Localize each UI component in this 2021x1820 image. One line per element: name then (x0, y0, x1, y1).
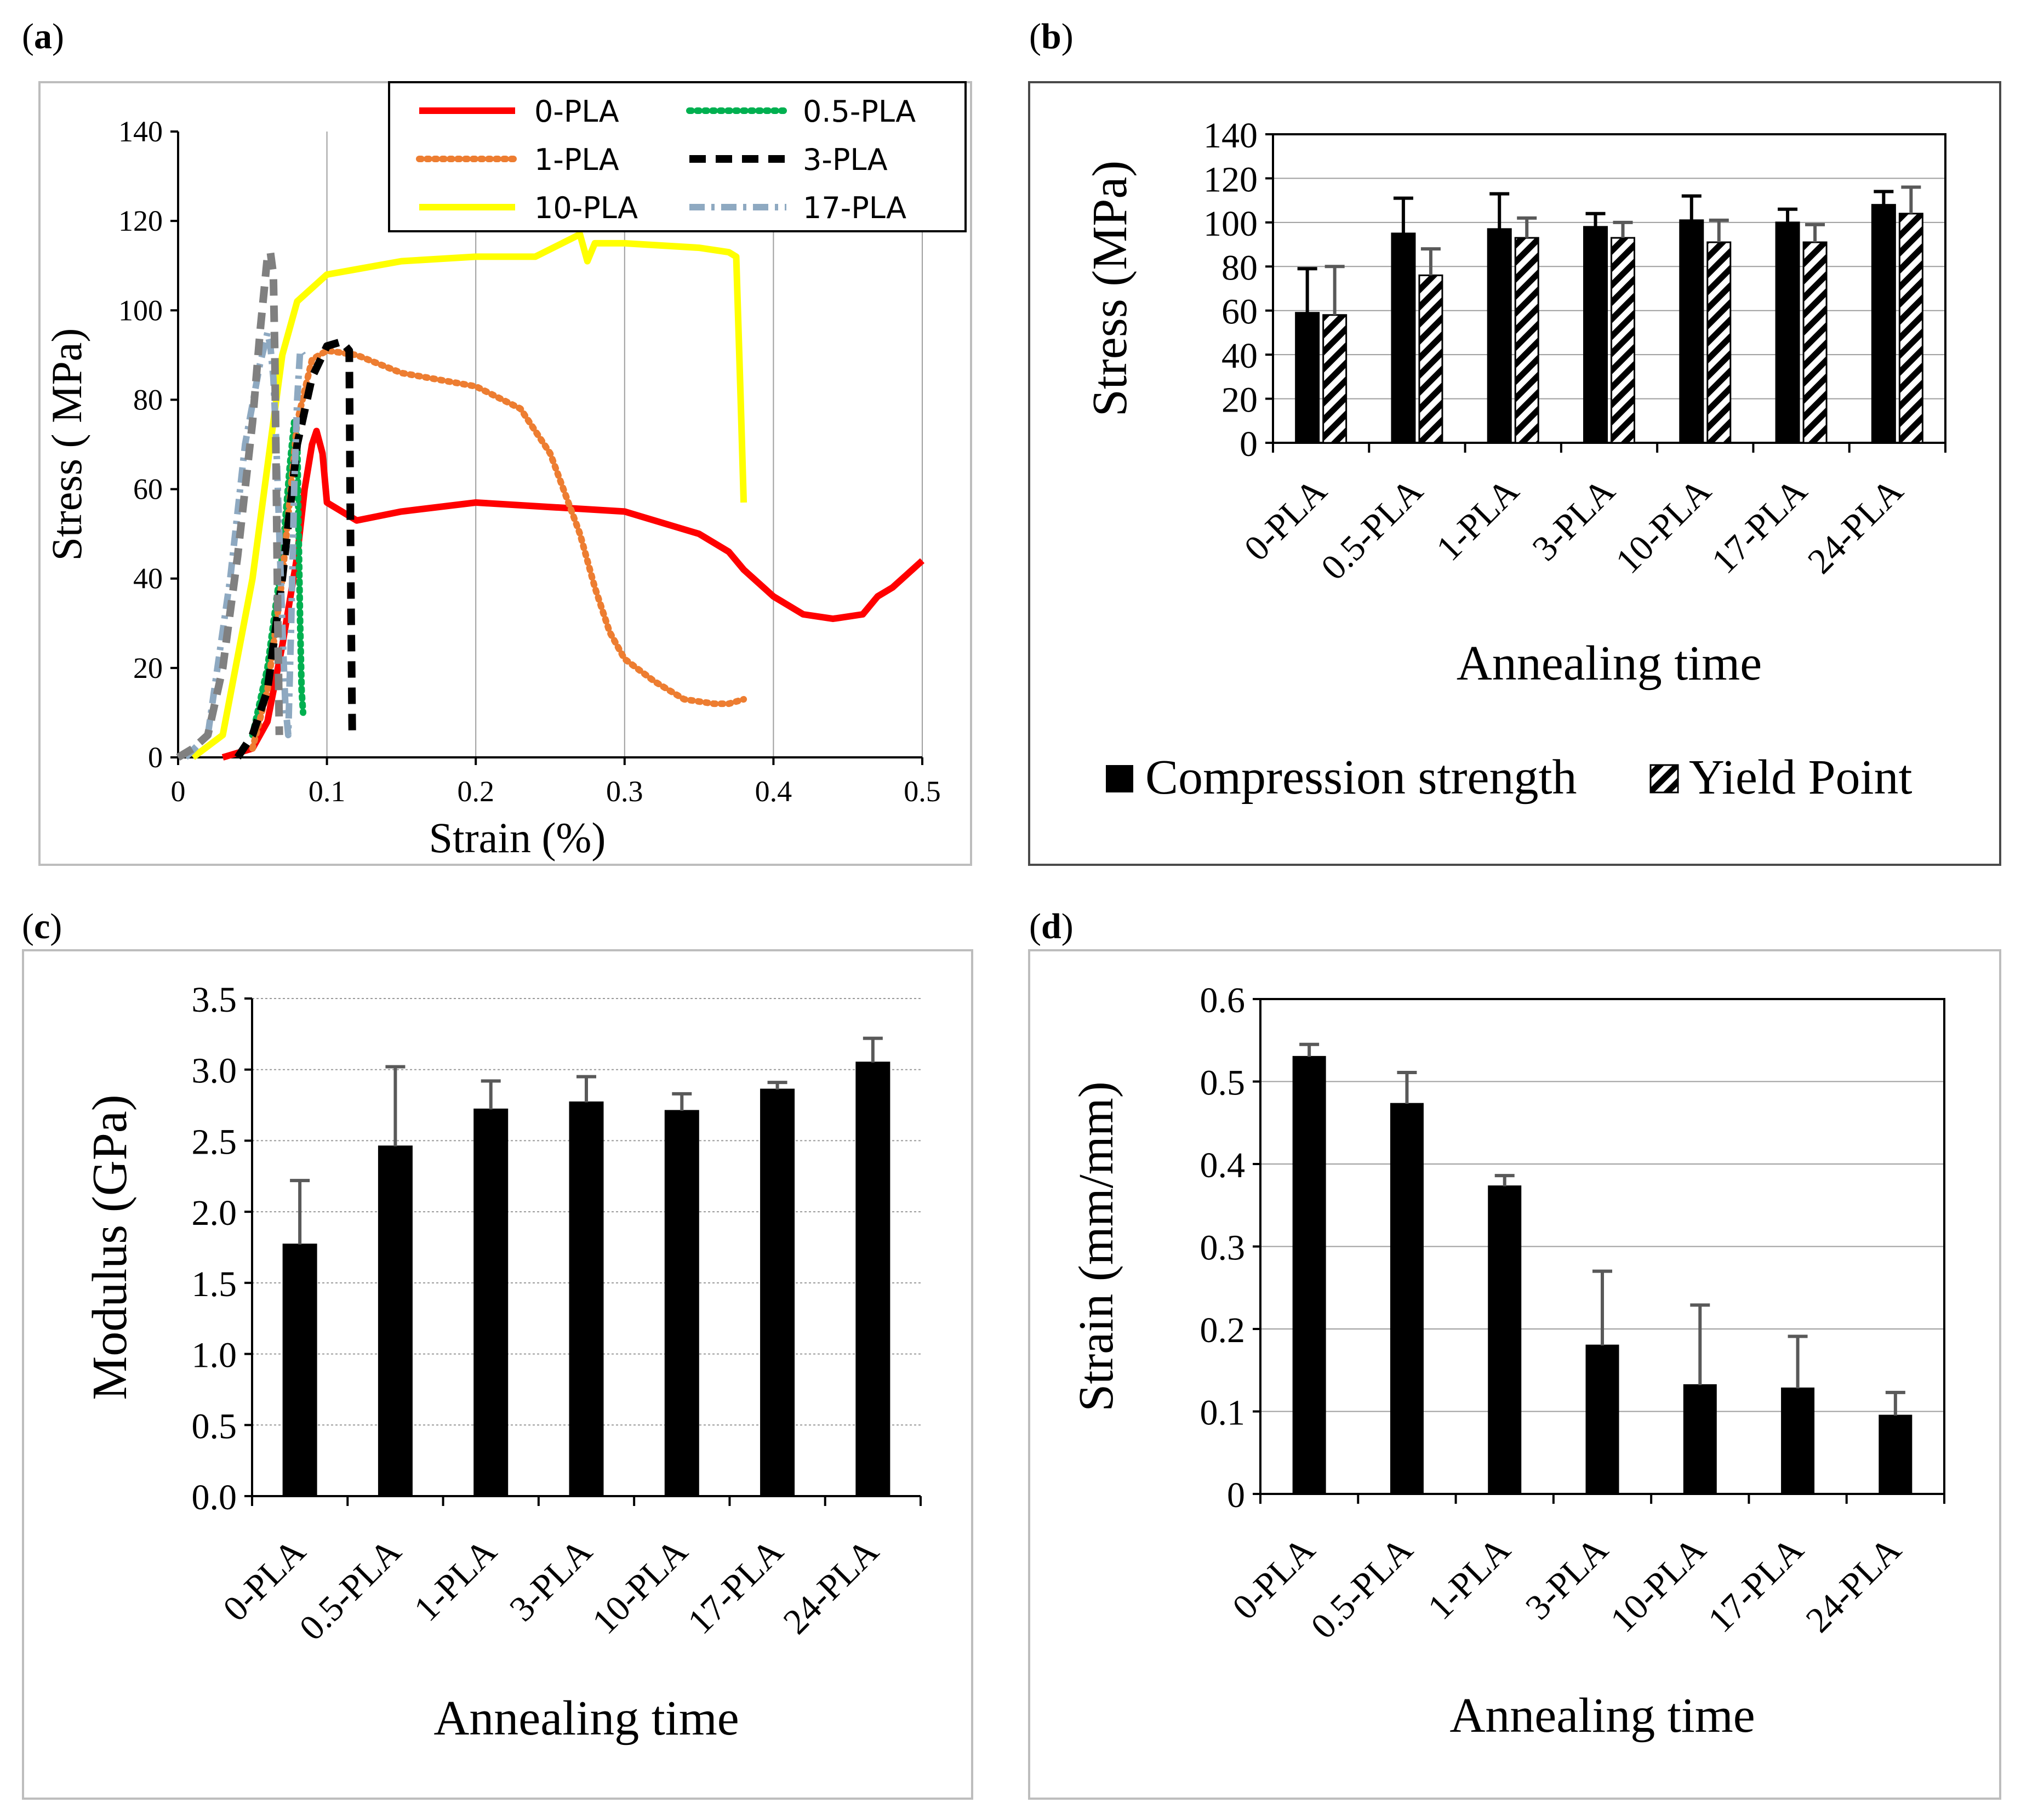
panel-label-c: (c) (22, 906, 62, 946)
plot-frame (1272, 133, 1946, 444)
y-tick-label: 2.0 (192, 1193, 237, 1233)
y-tick-label: 20 (1221, 380, 1258, 420)
bar-strain-3-PLA (1585, 1344, 1619, 1495)
legend-label-3-PLA: 3-PLA (803, 142, 888, 177)
y-tick-label: 80 (133, 383, 163, 416)
legend-label-17-PLA: 17-PLA (803, 191, 906, 225)
x-tick-label: 0.2 (457, 775, 494, 808)
panel-label-b: (b) (1029, 16, 1074, 56)
y-tick-label: 0.2 (1200, 1310, 1246, 1350)
y-tick-label: 120 (118, 204, 163, 237)
bar-strain-24-PLA (1879, 1414, 1912, 1495)
legend-swatch-compression-strength (1106, 765, 1133, 792)
panel-label-b-letter: b (1041, 16, 1061, 56)
bar-compression-strength-10-PLA (1679, 219, 1704, 444)
panel-label-c-letter: c (34, 906, 50, 946)
y-tick-label: 60 (1221, 292, 1258, 332)
bar-strain-17-PLA (1781, 1387, 1815, 1495)
bar-yield-point-0-PLA (1322, 314, 1348, 444)
bar-yield-point-24-PLA (1898, 213, 1923, 444)
y-axis-title: Strain (mm/mm) (1069, 1081, 1123, 1411)
bar-compression-strength-0.5-PLA (1391, 232, 1416, 444)
chart-a-stress-strain: 0 20 40 60 80 100 120 140 0 0.1 0.2 0.3 0.4 0.5 Strain… (43, 81, 967, 861)
bar-yield-point-3-PLA (1611, 237, 1635, 444)
legend-label-compression-strength: Compression strength (1145, 750, 1577, 805)
y-tick-label: 1.0 (192, 1336, 237, 1376)
y-tick-label: 140 (1203, 116, 1258, 156)
y-tick-label: 0.1 (1200, 1393, 1246, 1433)
bar-compression-strength-1-PLA (1487, 228, 1512, 444)
y-tick-label: 0 (1227, 1475, 1245, 1515)
x-tick-label: 0.5 (904, 775, 941, 808)
panel-label-d: (d) (1029, 906, 1074, 946)
legend-label-0.5-PLA: 0.5-PLA (803, 94, 916, 129)
x-axis-title: Annealing time (1457, 636, 1762, 691)
bar-strain-0.5-PLA (1390, 1103, 1424, 1495)
bar-modulus-10-PLA (664, 1110, 699, 1497)
bar-strain-0-PLA (1292, 1056, 1326, 1495)
x-tick-label: 0 (171, 775, 186, 808)
y-axis-title: Stress ( MPa) (43, 328, 90, 561)
y-tick-label: 100 (1203, 204, 1258, 244)
y-tick-label: 100 (118, 294, 163, 327)
y-tick-label: 0.5 (1200, 1063, 1246, 1103)
legend-label-0-PLA: 0-PLA (534, 94, 619, 129)
x-axis-title: Annealing time (1449, 1688, 1755, 1743)
y-tick-label: 40 (133, 562, 163, 595)
y-tick-label: 120 (1203, 159, 1258, 199)
bar-yield-point-1-PLA (1514, 237, 1539, 444)
bar-yield-point-10-PLA (1706, 241, 1732, 444)
panel-b-frame (1028, 81, 2001, 866)
panel-label-a-letter: a (34, 16, 52, 56)
y-tick-label: 80 (1221, 248, 1258, 288)
x-axis-title: Annealing time (433, 1691, 739, 1745)
y-tick-label: 3.5 (192, 980, 237, 1020)
bar-modulus-0-PLA (282, 1243, 317, 1497)
bar-modulus-17-PLA (760, 1088, 795, 1497)
y-tick-label: 0.4 (1200, 1145, 1246, 1185)
y-tick-label: 0.3 (1200, 1228, 1246, 1268)
bar-modulus-1-PLA (473, 1108, 509, 1497)
x-axis-title: Strain (%) (429, 814, 606, 861)
bar-compression-strength-3-PLA (1583, 226, 1608, 444)
bar-modulus-0.5-PLA (378, 1145, 413, 1497)
y-tick-label: 0 (1240, 424, 1258, 464)
y-axis-title: Stress (MPa) (1083, 161, 1137, 417)
y-tick-label: 40 (1221, 336, 1258, 376)
legend-label-yield-point: Yield Point (1689, 750, 1912, 805)
bar-modulus-3-PLA (569, 1101, 604, 1497)
bar-modulus-24-PLA (855, 1062, 890, 1497)
y-tick-label: 0 (148, 741, 163, 774)
legend-swatch-yield-point (1649, 764, 1679, 794)
bar-strain-10-PLA (1683, 1384, 1717, 1495)
series-line-24-PLA (176, 248, 283, 761)
y-tick-label: 2.5 (192, 1122, 237, 1162)
panel-label-d-letter: d (1041, 906, 1061, 946)
panel-label-a: (a) (22, 16, 64, 56)
y-axis-title: Modulus (GPa) (83, 1094, 137, 1400)
x-tick-label: 0.1 (309, 775, 346, 808)
y-tick-label: 1.5 (192, 1264, 237, 1304)
x-tick-label: 0.4 (755, 775, 792, 808)
y-tick-label: 20 (133, 652, 163, 684)
y-tick-label: 0.6 (1200, 980, 1246, 1020)
bar-yield-point-17-PLA (1802, 241, 1828, 444)
bar-compression-strength-0-PLA (1295, 312, 1320, 444)
bar-compression-strength-24-PLA (1871, 204, 1896, 444)
series-line-1-PLA (249, 347, 747, 752)
legend-label-10-PLA: 10-PLA (534, 191, 638, 225)
y-tick-label: 0.5 (192, 1406, 237, 1446)
bar-yield-point-0.5-PLA (1418, 274, 1443, 444)
y-tick-label: 0.0 (192, 1477, 237, 1517)
y-tick-label: 3.0 (192, 1051, 237, 1091)
y-tick-label: 60 (133, 473, 163, 506)
legend-label-1-PLA: 1-PLA (534, 142, 619, 177)
y-tick-label: 140 (118, 115, 163, 148)
x-tick-label: 0.3 (606, 775, 643, 808)
bar-compression-strength-17-PLA (1775, 221, 1800, 444)
bar-strain-1-PLA (1488, 1185, 1522, 1495)
series-line-3-PLA (234, 338, 356, 760)
